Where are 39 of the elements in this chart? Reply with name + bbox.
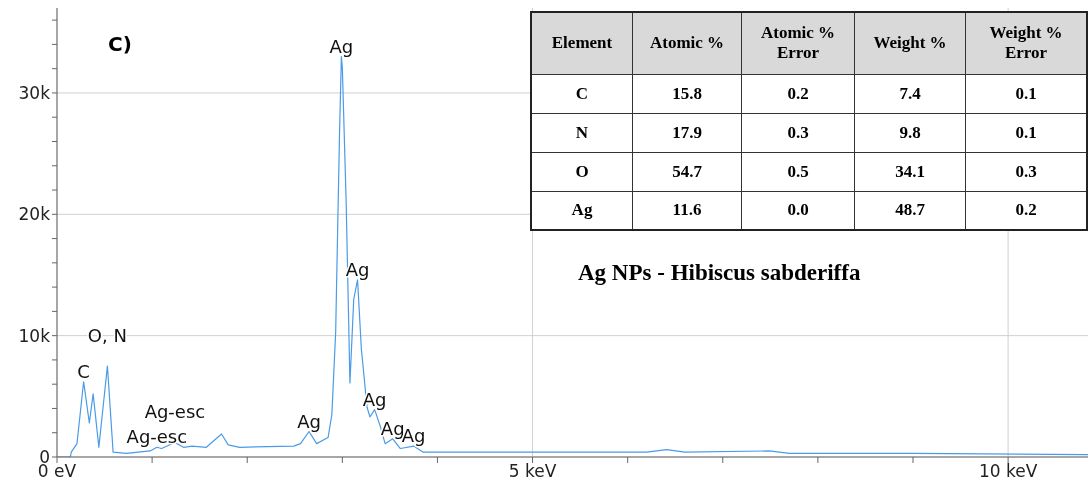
category-label: Weight %	[854, 12, 966, 74]
text: 9.8	[899, 122, 921, 142]
text: 54.7	[672, 161, 702, 181]
category-label: O	[575, 161, 589, 181]
annotation: C)	[108, 32, 132, 56]
annotation: Ag-esc	[144, 401, 206, 423]
y-tick-label: 10k	[18, 325, 51, 346]
text: 15.8	[672, 83, 702, 103]
annotation: O, N	[87, 324, 127, 346]
annotation: C	[77, 360, 90, 382]
text: 48.7	[895, 200, 925, 220]
category-label: Atomic %	[632, 12, 742, 74]
text: 0.3	[787, 122, 809, 142]
annotation: Ag	[297, 410, 321, 432]
text: 0.2	[787, 83, 809, 103]
text: 34.1	[895, 161, 925, 181]
text: 0.1	[1015, 122, 1037, 142]
y-tick-label: 30k	[18, 82, 51, 103]
category-label: Ag	[571, 200, 593, 220]
category-label: C	[575, 83, 589, 103]
text: 11.6	[672, 200, 702, 220]
text: 0.3	[1015, 161, 1037, 181]
category-label: N	[575, 122, 589, 142]
text: 0.0	[787, 200, 809, 220]
annotation: Ag-esc	[126, 426, 188, 448]
text: 0.5	[787, 161, 809, 181]
text: 7.4	[899, 83, 921, 103]
category-label: Weight % Error	[965, 12, 1087, 74]
text: 0.1	[1015, 83, 1037, 103]
x-tick-label: 5 keV	[508, 461, 557, 482]
text: Element	[531, 12, 633, 74]
annotation: Ag	[362, 388, 387, 410]
y-tick-label: 20k	[18, 204, 51, 225]
x-tick-label: 10 keV	[978, 461, 1038, 482]
text: 17.9	[672, 122, 702, 142]
text: Ag NPs - Hibiscus sabderiffa	[578, 260, 861, 286]
annotation: Ag	[329, 35, 354, 57]
text: 0.2	[1015, 200, 1037, 220]
category-label: Atomic % Error	[741, 12, 855, 74]
